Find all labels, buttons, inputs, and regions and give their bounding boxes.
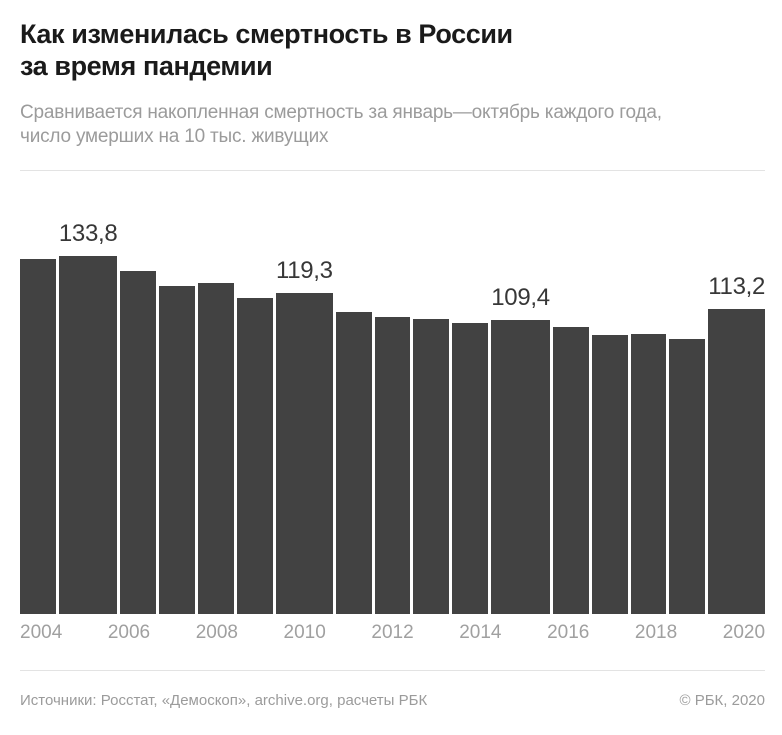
bar-2006: [120, 271, 157, 614]
x-tick-2010: 2010: [283, 622, 326, 643]
x-tick-2015: [505, 621, 545, 645]
bar-2016: [552, 327, 589, 614]
bar-slot-2013: [413, 220, 450, 614]
bar-2005: [58, 256, 118, 614]
bar-slot-2007: [159, 220, 196, 614]
x-tick-2014: 2014: [459, 622, 502, 643]
x-tick-2013: [417, 621, 457, 645]
x-tick-2019: [680, 621, 720, 645]
x-tick-2017: [592, 621, 632, 645]
x-tick-2012: 2012: [371, 622, 414, 643]
bar-2009: [237, 298, 273, 614]
page-title: Как изменилась смертность в России за вр…: [20, 19, 513, 81]
x-tick-2006: 2006: [107, 622, 151, 643]
x-tick-2004: 2004: [20, 622, 63, 643]
bar-value-label-2015: 109,4: [491, 284, 550, 311]
bar-slot-2019: [669, 220, 706, 614]
bar-slot-2015: 109,4: [491, 220, 550, 614]
bar-2018: [630, 334, 667, 614]
x-tick-2016: 2016: [547, 622, 590, 643]
x-tick-2009: [241, 621, 281, 645]
footer: Источники: Росстат, «Демоскоп», archive.…: [20, 690, 765, 711]
x-axis: 2004 2006 2008 2010 2012 2014 2016 2018 2020: [20, 621, 765, 645]
bar-slot-2016: [552, 220, 589, 614]
footer-sources: Источники: Росстат, «Демоскоп», archive.…: [20, 692, 428, 709]
bar-2013: [413, 319, 450, 614]
bar-2015: [491, 320, 550, 614]
bar-slot-2012: [374, 220, 411, 614]
bar-2019: [669, 339, 706, 614]
bar-slot-2014: [452, 220, 489, 614]
bar-2007: [159, 286, 196, 614]
bar-2017: [591, 335, 628, 614]
x-tick-2018: 2018: [634, 622, 678, 643]
bar-2011: [335, 312, 372, 614]
x-tick-2008: 2008: [195, 622, 238, 643]
bar-slot-2018: [630, 220, 667, 614]
bar-value-label-2005: 133,8: [58, 220, 118, 247]
bar-2010: [275, 293, 333, 614]
top-divider: [20, 170, 765, 171]
bar-slot-2009: [237, 220, 273, 614]
x-tick-2007: [153, 621, 193, 645]
page-subtitle: Сравнивается накопленная смертность за я…: [20, 102, 662, 147]
bar-value-label-2020: 113,2: [708, 273, 766, 300]
x-tick-2005: [65, 621, 105, 645]
bar-slot-2011: [335, 220, 372, 614]
footer-copyright: © РБК, 2020: [679, 692, 765, 709]
bar-slot-2005: 133,8: [58, 220, 118, 614]
bar-2012: [374, 317, 411, 614]
bar-slot-2004: [20, 220, 56, 614]
bar-2014: [452, 323, 489, 614]
bar-2020: [708, 309, 766, 614]
bar-value-label-2010: 119,3: [275, 257, 333, 284]
bar-slot-2020: 113,2: [708, 220, 765, 614]
bar-chart: 133,8 119,3 109,4 113,2 2004 2006 2008 2010 201…: [20, 220, 765, 645]
chart-bars: 133,8 119,3 109,4 113,2: [20, 220, 765, 614]
bar-slot-2008: [198, 220, 235, 614]
bar-slot-2017: [591, 220, 628, 614]
bar-2008: [198, 283, 235, 614]
x-tick-2011: [329, 621, 369, 645]
bar-slot-2006: [120, 220, 157, 614]
x-tick-2020: 2020: [722, 622, 766, 643]
bottom-divider: [20, 670, 765, 671]
bar-slot-2010: 119,3: [275, 220, 333, 614]
bar-2004: [20, 259, 56, 614]
